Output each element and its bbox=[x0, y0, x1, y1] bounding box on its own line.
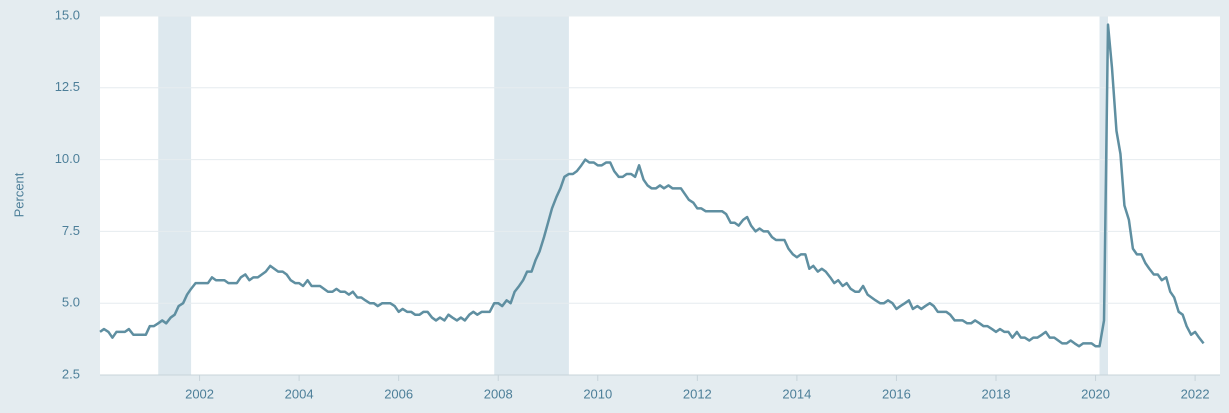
plot-area bbox=[100, 16, 1220, 375]
x-tick-label: 2010 bbox=[583, 386, 612, 401]
x-tick-label: 2006 bbox=[384, 386, 413, 401]
x-tick-label: 2008 bbox=[484, 386, 513, 401]
y-tick-label: 12.5 bbox=[55, 79, 80, 94]
x-tick-label: 2014 bbox=[782, 386, 811, 401]
x-tick-label: 2022 bbox=[1181, 386, 1210, 401]
y-tick-label: 5.0 bbox=[62, 295, 80, 310]
x-tick-label: 2002 bbox=[185, 386, 214, 401]
x-tick-label: 2012 bbox=[683, 386, 712, 401]
y-tick-label: 10.0 bbox=[55, 151, 80, 166]
x-tick-label: 2004 bbox=[285, 386, 314, 401]
recession-band bbox=[1099, 16, 1108, 375]
y-axis-label: Percent bbox=[11, 172, 26, 217]
x-tick-label: 2016 bbox=[882, 386, 911, 401]
y-tick-label: 2.5 bbox=[62, 366, 80, 381]
x-tick-label: 2020 bbox=[1081, 386, 1110, 401]
y-tick-label: 15.0 bbox=[55, 7, 80, 22]
x-tick-label: 2018 bbox=[982, 386, 1011, 401]
data-line bbox=[99, 23, 1205, 348]
y-tick-label: 7.5 bbox=[62, 223, 80, 238]
